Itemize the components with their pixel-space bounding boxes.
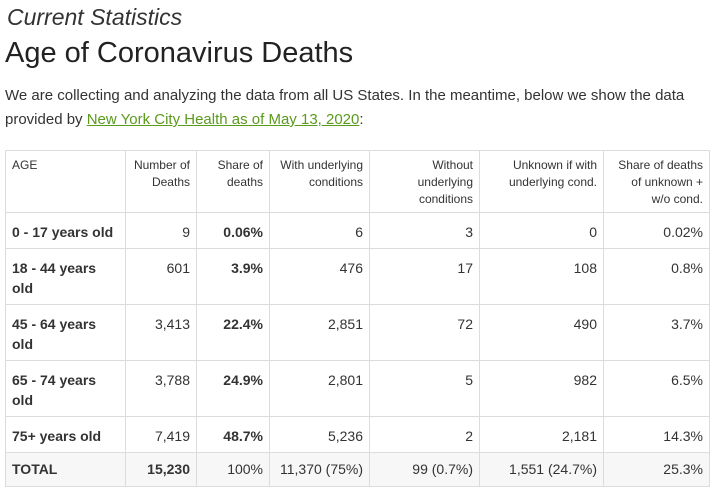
source-link[interactable]: New York City Health as of May 13, 2020 bbox=[86, 111, 360, 128]
column-header-deaths: Number of Deaths bbox=[125, 150, 197, 213]
unknown-share-cell: 0.02% bbox=[603, 212, 710, 249]
unknown-cell: 2,181 bbox=[479, 416, 604, 453]
column-header-share: Share of deaths bbox=[196, 150, 270, 213]
share-cell: 0.06% bbox=[196, 212, 270, 249]
table-row: 45 - 64 years old 3,413 22.4% 2,851 72 4… bbox=[5, 304, 710, 361]
table-row: 75+ years old 7,419 48.7% 5,236 2 2,181 … bbox=[5, 416, 710, 453]
unknown-cell: 490 bbox=[479, 304, 604, 361]
column-header-unknown-share: Share of deaths of unknown + w/o cond. bbox=[603, 150, 710, 213]
intro-text-end: : bbox=[359, 111, 364, 128]
unknown-share-cell: 0.8% bbox=[603, 248, 710, 305]
total-deaths-cell: 15,230 bbox=[125, 452, 197, 487]
unknown-share-cell: 3.7% bbox=[603, 304, 710, 361]
without-conditions-cell: 5 bbox=[369, 360, 480, 417]
unknown-cell: 0 bbox=[479, 212, 604, 249]
table-header-row: AGE Number of Deaths Share of deaths Wit… bbox=[5, 150, 710, 213]
unknown-cell: 108 bbox=[479, 248, 604, 305]
with-conditions-cell: 476 bbox=[269, 248, 370, 305]
with-conditions-cell: 6 bbox=[269, 212, 370, 249]
total-share-cell: 100% bbox=[196, 452, 270, 487]
with-conditions-cell: 2,801 bbox=[269, 360, 370, 417]
total-unknown-cell: 1,551 (24.7%) bbox=[479, 452, 604, 487]
total-without-conditions-cell: 99 (0.7%) bbox=[369, 452, 480, 487]
without-conditions-cell: 3 bbox=[369, 212, 480, 249]
unknown-share-cell: 6.5% bbox=[603, 360, 710, 417]
table-row: 65 - 74 years old 3,788 24.9% 2,801 5 98… bbox=[5, 360, 710, 417]
column-header-with-conditions: With underlying conditions bbox=[269, 150, 370, 213]
column-header-age: AGE bbox=[5, 150, 126, 213]
table-total-row: TOTAL 15,230 100% 11,370 (75%) 99 (0.7%)… bbox=[5, 452, 710, 487]
deaths-cell: 9 bbox=[125, 212, 197, 249]
age-cell: 0 - 17 years old bbox=[5, 212, 126, 249]
table-row: 0 - 17 years old 9 0.06% 6 3 0 0.02% bbox=[5, 212, 710, 249]
column-header-without-conditions: Without underlying conditions bbox=[369, 150, 480, 213]
total-unknown-share-cell: 25.3% bbox=[603, 452, 710, 487]
table-row: 18 - 44 years old 601 3.9% 476 17 108 0.… bbox=[5, 248, 710, 305]
age-cell: 75+ years old bbox=[5, 416, 126, 453]
deaths-by-age-table: AGE Number of Deaths Share of deaths Wit… bbox=[5, 150, 710, 487]
with-conditions-cell: 5,236 bbox=[269, 416, 370, 453]
unknown-share-cell: 14.3% bbox=[603, 416, 710, 453]
column-header-unknown: Unknown if with underlying cond. bbox=[479, 150, 604, 213]
without-conditions-cell: 2 bbox=[369, 416, 480, 453]
share-cell: 22.4% bbox=[196, 304, 270, 361]
age-cell: 45 - 64 years old bbox=[5, 304, 126, 361]
intro-text: We are collecting and analyzing the data… bbox=[5, 87, 685, 128]
deaths-cell: 7,419 bbox=[125, 416, 197, 453]
without-conditions-cell: 72 bbox=[369, 304, 480, 361]
share-cell: 48.7% bbox=[196, 416, 270, 453]
with-conditions-cell: 2,851 bbox=[269, 304, 370, 361]
share-cell: 24.9% bbox=[196, 360, 270, 417]
section-kicker: Current Statistics bbox=[7, 4, 183, 30]
deaths-cell: 601 bbox=[125, 248, 197, 305]
deaths-cell: 3,788 bbox=[125, 360, 197, 417]
share-cell: 3.9% bbox=[196, 248, 270, 305]
unknown-cell: 982 bbox=[479, 360, 604, 417]
total-label-cell: TOTAL bbox=[5, 452, 126, 487]
age-cell: 18 - 44 years old bbox=[5, 248, 126, 305]
age-cell: 65 - 74 years old bbox=[5, 360, 126, 417]
page-title: Age of Coronavirus Deaths bbox=[5, 37, 354, 69]
intro-paragraph: We are collecting and analyzing the data… bbox=[5, 84, 705, 132]
total-with-conditions-cell: 11,370 (75%) bbox=[269, 452, 370, 487]
without-conditions-cell: 17 bbox=[369, 248, 480, 305]
deaths-cell: 3,413 bbox=[125, 304, 197, 361]
